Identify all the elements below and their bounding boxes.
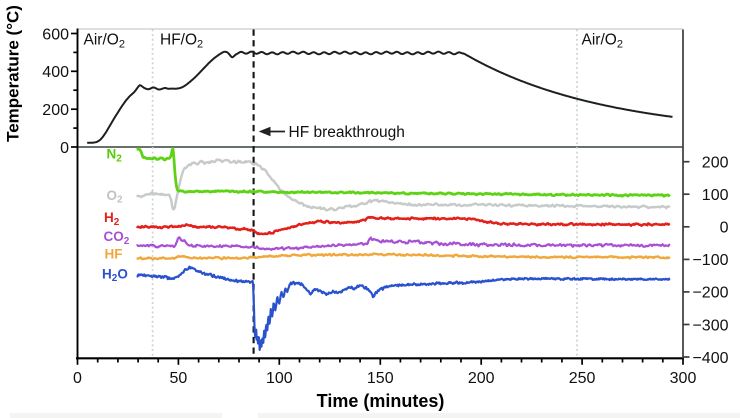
svg-text:Time (minutes): Time (minutes)	[317, 391, 445, 411]
svg-text:0: 0	[73, 370, 82, 387]
svg-text:200: 200	[468, 370, 495, 387]
svg-text:CO2: CO2	[104, 229, 130, 247]
svg-text:−200: −200	[692, 285, 728, 302]
svg-text:100: 100	[266, 370, 293, 387]
svg-text:0: 0	[60, 140, 69, 157]
svg-text:100: 100	[702, 187, 729, 204]
svg-text:H2O: H2O	[102, 267, 128, 285]
svg-text:150: 150	[367, 370, 394, 387]
svg-text:600: 600	[42, 26, 69, 43]
svg-text:−400: −400	[692, 350, 728, 367]
svg-text:200: 200	[702, 155, 729, 172]
svg-text:Temperature (°C): Temperature (°C)	[4, 5, 23, 142]
svg-text:HF/O2: HF/O2	[160, 32, 203, 51]
svg-text:200: 200	[42, 102, 69, 119]
svg-text:HF: HF	[105, 247, 123, 262]
svg-text:0: 0	[720, 220, 729, 237]
svg-text:300: 300	[670, 370, 697, 387]
svg-text:HF breakthrough: HF breakthrough	[289, 124, 405, 141]
svg-text:400: 400	[42, 64, 69, 81]
svg-text:−300: −300	[692, 317, 728, 334]
svg-text:−100: −100	[692, 252, 728, 269]
svg-text:250: 250	[569, 370, 596, 387]
svg-text:50: 50	[170, 370, 188, 387]
svg-text:Air/O2: Air/O2	[84, 32, 125, 51]
svg-text:Air/O2: Air/O2	[582, 32, 623, 51]
